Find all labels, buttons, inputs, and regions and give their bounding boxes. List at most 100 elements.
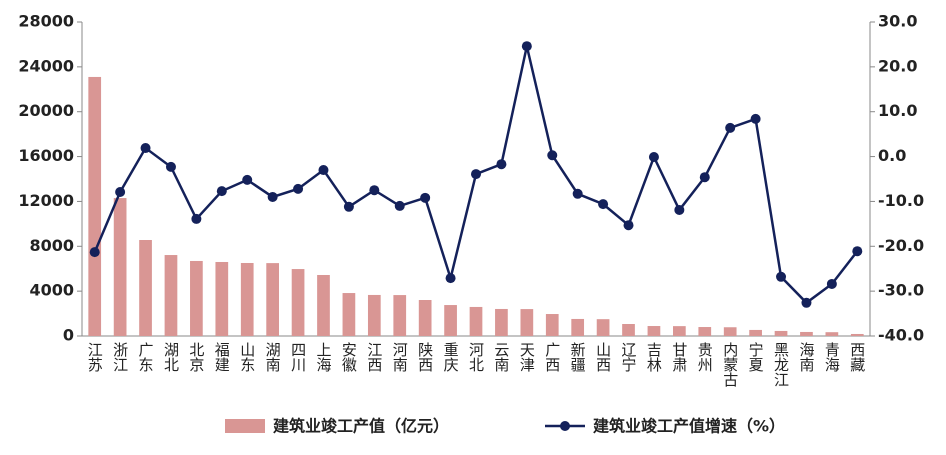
y-tick-label: 8000: [29, 236, 74, 255]
bar: [240, 262, 254, 336]
y2-tick-label: 20.0: [878, 56, 917, 75]
x-tick-label: 江西: [365, 342, 383, 372]
point: [648, 152, 659, 163]
x-tick-label: 安徽: [340, 342, 358, 372]
point: [165, 161, 176, 172]
y2-tick-label: 30.0: [878, 12, 917, 31]
point: [445, 273, 456, 284]
x-tick-label: 天津: [518, 342, 536, 372]
bar: [444, 305, 457, 336]
x-tick-label: 重庆: [442, 342, 460, 372]
x-tick-label: 湖南: [264, 342, 282, 372]
point: [750, 113, 761, 124]
legend-swatch: [225, 419, 265, 433]
x-tick-label: 云南: [492, 342, 510, 372]
point: [496, 159, 507, 170]
bar: [266, 263, 279, 336]
x-tick-label: 福建: [213, 342, 231, 372]
bar: [393, 295, 407, 336]
y-tick-label: 12000: [18, 191, 74, 210]
bar: [520, 309, 534, 336]
x-tick-label: 贵州: [696, 342, 714, 372]
x-tick-label: 新疆: [569, 342, 587, 372]
bar: [495, 308, 508, 336]
point: [572, 188, 583, 199]
bar: [342, 293, 356, 336]
x-tick-label: 四川: [289, 342, 307, 372]
bar: [596, 319, 610, 336]
x-tick-label: 宁夏: [747, 342, 765, 372]
point: [394, 200, 405, 211]
point: [369, 185, 380, 196]
bar: [418, 300, 432, 336]
point: [852, 246, 863, 257]
bar: [215, 261, 229, 336]
y-tick-label: 4000: [29, 281, 74, 300]
bar: [850, 333, 864, 336]
x-tick-label: 山西: [594, 342, 612, 372]
bar: [673, 326, 686, 336]
point: [318, 165, 329, 176]
x-tick-label: 山东: [238, 342, 256, 372]
x-tick-label: 上海: [314, 342, 332, 372]
bar: [647, 326, 661, 336]
bar: [113, 198, 127, 336]
bar: [774, 330, 788, 336]
point: [420, 192, 431, 203]
point: [343, 201, 354, 212]
bar: [469, 306, 483, 336]
y-tick-label: 0: [63, 326, 74, 345]
y2-tick-label: -20.0: [878, 236, 924, 255]
point: [699, 172, 710, 183]
y-tick-label: 20000: [18, 101, 74, 120]
point: [674, 204, 685, 215]
point: [547, 150, 558, 161]
bar: [571, 318, 585, 336]
point: [521, 41, 532, 52]
bar: [723, 327, 737, 336]
bar: [367, 294, 381, 336]
point: [267, 191, 278, 202]
bar: [190, 260, 203, 336]
x-tick-label: 北京: [187, 342, 205, 373]
bar: [698, 327, 712, 336]
x-tick-label: 吉林: [645, 342, 663, 372]
x-tick-label: 浙江: [111, 342, 129, 372]
point: [115, 187, 126, 198]
point: [623, 220, 634, 231]
bar: [291, 269, 305, 336]
y-tick-label: 24000: [18, 56, 74, 75]
y2-tick-label: 0.0: [878, 146, 906, 165]
x-tick-label: 黑龙江: [772, 342, 790, 387]
y2-tick-label: 10.0: [878, 101, 917, 120]
x-tick-label: 河南: [391, 342, 409, 372]
legend-label: 建筑业竣工产值增速（%）: [593, 417, 785, 436]
x-tick-label: 辽宁: [620, 342, 638, 372]
point: [471, 169, 481, 180]
x-tick-label: 湖北: [162, 342, 180, 372]
point: [598, 199, 609, 210]
point: [801, 297, 812, 308]
bar: [825, 332, 839, 336]
bar: [800, 331, 813, 336]
x-tick-label: 江苏: [86, 342, 104, 373]
y2-tick-label: -40.0: [878, 326, 924, 345]
y-tick-label: 28000: [18, 12, 74, 31]
x-tick-label: 广东: [137, 342, 155, 372]
y2-tick-label: -10.0: [878, 191, 924, 210]
bar: [164, 255, 178, 336]
legend-label: 建筑业竣工产值（亿元）: [273, 417, 449, 436]
bar: [88, 76, 102, 336]
point: [826, 278, 837, 289]
y-tick-label: 16000: [18, 146, 74, 165]
bar: [139, 240, 152, 336]
legend-swatch: [560, 421, 570, 431]
point: [89, 247, 100, 258]
point: [216, 186, 227, 197]
point: [191, 213, 202, 224]
bar: [749, 329, 762, 336]
bar: [545, 314, 559, 336]
point: [725, 122, 736, 133]
x-tick-label: 甘肃: [670, 342, 688, 372]
